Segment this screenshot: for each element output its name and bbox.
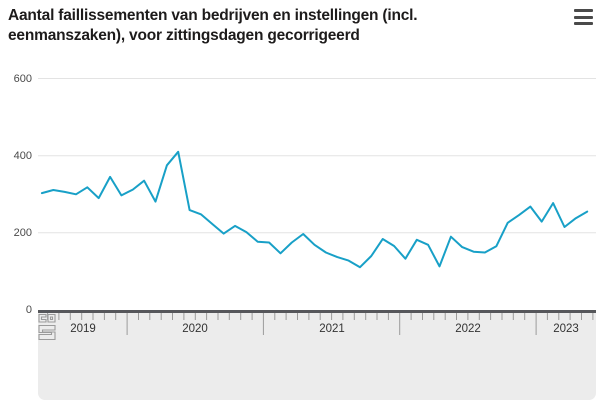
year-label: 2022 (455, 323, 481, 335)
year-label: 2019 (70, 323, 96, 335)
y-tick-label: 600 (13, 73, 32, 85)
x-axis-band: 2019 2020 2021 2022 2023 (38, 310, 596, 400)
hamburger-icon (574, 15, 593, 19)
hamburger-icon (574, 22, 593, 25)
axis-ticks (47, 313, 594, 335)
x-axis-line (38, 310, 596, 313)
year-label: 2023 (553, 323, 579, 335)
chart-title: Aantal faillissementen van bedrijven en … (8, 7, 418, 44)
hamburger-icon (574, 9, 593, 12)
menu-button[interactable] (574, 9, 593, 25)
year-label: 2021 (319, 323, 345, 335)
line-chart (38, 78, 596, 269)
y-tick-label: 0 (25, 304, 32, 316)
cbs-logo-icon (38, 313, 56, 341)
plot-area (38, 70, 596, 310)
data-series-line (40, 150, 589, 269)
year-label: 2020 (182, 323, 208, 335)
y-tick-label: 200 (13, 227, 32, 239)
y-tick-label: 400 (13, 150, 32, 162)
